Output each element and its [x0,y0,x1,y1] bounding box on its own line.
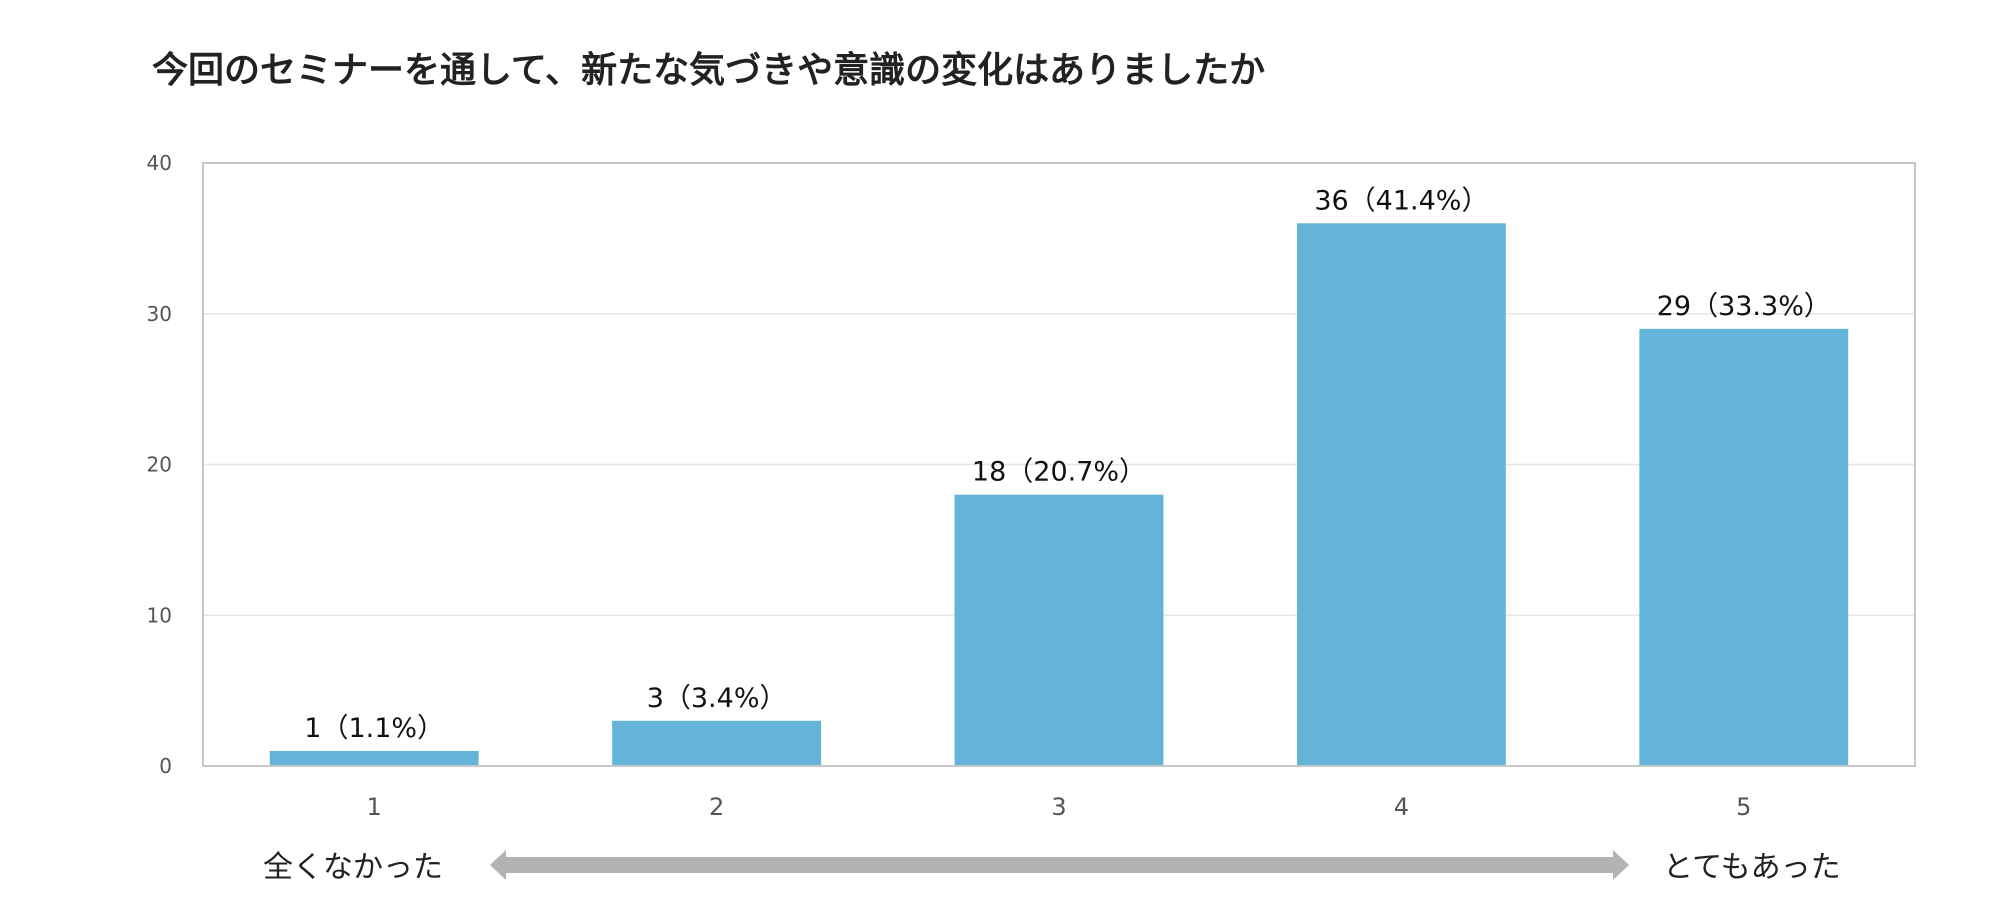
bar-3 [954,494,1164,766]
data-labels: 1（1.1%） 3（3.4%） 18（20.7%） 36（41.4%） 29（33.3%… [304,185,1831,744]
bar-2 [612,720,822,766]
scale-high-label: とてもあった [1663,850,1841,885]
data-label-5: 29（33.3%） [1657,291,1831,322]
plot-area-border [202,162,1916,767]
bar-1 [269,750,479,766]
x-tick-label: 3 [1051,793,1066,821]
bar-5 [1639,328,1849,766]
data-label-4: 36（41.4%） [1314,185,1488,216]
x-axis-ticks: 1 2 3 4 5 [367,793,1752,821]
y-tick-label: 30 [147,302,172,326]
y-tick-label: 10 [147,603,172,627]
y-axis-ticks: 0 10 20 30 40 [147,151,172,778]
scale-low-label: 全くなかった [263,850,443,885]
data-label-2: 3（3.4%） [647,683,787,714]
x-tick-label: 5 [1736,793,1751,821]
data-label-3: 18（20.7%） [972,457,1146,488]
double-arrow-icon [490,850,1629,880]
data-label-1: 1（1.1%） [304,713,444,744]
y-tick-label: 40 [147,151,172,175]
chart-title: 今回のセミナーを通して、新たな気づきや意識の変化はありましたか [152,49,1265,91]
x-tick-label: 1 [367,793,382,821]
bar-4 [1296,223,1506,767]
x-tick-label: 2 [709,793,724,821]
y-tick-label: 20 [147,453,172,477]
bar-series [269,223,1849,767]
y-tick-label: 0 [159,754,172,778]
scale-annotation: 全くなかった とてもあった [263,850,1841,885]
x-tick-label: 4 [1394,793,1409,821]
